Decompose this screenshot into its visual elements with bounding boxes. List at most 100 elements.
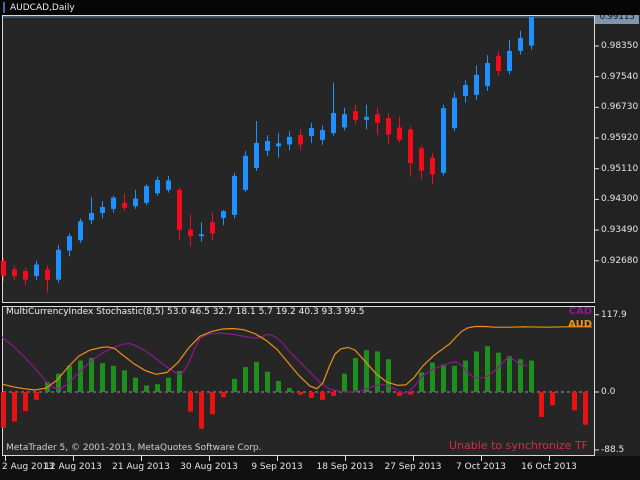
histogram-bar bbox=[177, 371, 182, 392]
candle-bearish bbox=[397, 127, 402, 140]
indicator-axis-label: -88.5 bbox=[601, 445, 625, 455]
candle-bullish bbox=[331, 113, 336, 134]
histogram-bar bbox=[496, 352, 501, 392]
time-axis-label: 16 Oct 2013 bbox=[521, 462, 577, 472]
time-axis-label: 30 Aug 2013 bbox=[180, 462, 238, 472]
candle-bearish bbox=[1, 260, 6, 276]
candle-bullish bbox=[56, 249, 61, 280]
candle-bullish bbox=[276, 143, 281, 147]
histogram-bar bbox=[122, 370, 127, 392]
candle-bearish bbox=[177, 189, 182, 230]
histogram-bar bbox=[221, 392, 226, 398]
histogram-bar bbox=[265, 371, 270, 392]
histogram-bar bbox=[572, 392, 577, 411]
legend-cad-label: CAD bbox=[568, 306, 592, 317]
candle-bullish bbox=[100, 206, 105, 214]
histogram-bar bbox=[507, 355, 512, 392]
candle-bearish bbox=[298, 134, 303, 145]
histogram-bar bbox=[199, 392, 204, 429]
price-axis-label: 0.98350 bbox=[601, 41, 639, 51]
histogram-bar bbox=[485, 346, 490, 392]
histogram-bar bbox=[34, 392, 39, 400]
chart-title-bar[interactable]: AUDCAD,Daily bbox=[0, 0, 640, 15]
histogram-bar bbox=[408, 392, 413, 395]
indicator-axis-label: 0.0 bbox=[601, 387, 616, 397]
candle-bullish bbox=[221, 211, 226, 218]
histogram-bar bbox=[67, 365, 72, 392]
price-axis-label: 0.97540 bbox=[601, 72, 639, 82]
histogram-bar bbox=[23, 392, 28, 411]
candle-bullish bbox=[254, 142, 259, 168]
histogram-bar bbox=[232, 378, 237, 392]
legend-aud-label: AUD bbox=[568, 319, 592, 330]
price-axis-label: 0.93490 bbox=[601, 225, 639, 235]
histogram-bar bbox=[276, 380, 281, 392]
indicator-line bbox=[1, 325, 592, 391]
histogram-bar bbox=[463, 360, 468, 392]
histogram-bar bbox=[111, 365, 116, 392]
candle-bearish bbox=[375, 114, 380, 123]
candle-bullish bbox=[232, 175, 237, 215]
window-accent-icon bbox=[3, 2, 5, 13]
candle-bullish bbox=[155, 180, 160, 194]
candle-bullish bbox=[452, 97, 457, 129]
candle-bearish bbox=[45, 269, 50, 280]
candle-bearish bbox=[419, 148, 424, 171]
price-axis-label: 0.94300 bbox=[601, 194, 639, 204]
histogram-bar bbox=[78, 360, 83, 392]
candle-bullish bbox=[199, 234, 204, 237]
time-axis-label: 7 Oct 2013 bbox=[456, 462, 506, 472]
histogram-bar bbox=[397, 392, 402, 396]
histogram-bar bbox=[287, 388, 292, 392]
time-axis-label: 21 Aug 2013 bbox=[112, 462, 170, 472]
candle-bullish bbox=[463, 84, 468, 96]
histogram-bar bbox=[210, 392, 215, 415]
histogram-bar bbox=[309, 392, 314, 398]
histogram-bar bbox=[254, 361, 259, 392]
histogram-bar bbox=[12, 392, 17, 422]
histogram-bar bbox=[320, 392, 325, 400]
histogram-bar bbox=[583, 392, 588, 425]
candle-bullish bbox=[89, 213, 94, 221]
indicator-title[interactable]: MultiCurrencyIndex Stochastic(8,5) 53.0 … bbox=[6, 307, 365, 317]
histogram-bar bbox=[539, 392, 544, 417]
candle-bearish bbox=[23, 270, 28, 280]
candle-bearish bbox=[188, 229, 193, 237]
histogram-bar bbox=[342, 373, 347, 392]
time-axis-label: 9 Sep 2013 bbox=[251, 462, 303, 472]
candle-bearish bbox=[122, 202, 127, 208]
candle-bullish bbox=[34, 264, 39, 276]
time-axis-label: 27 Sep 2013 bbox=[384, 462, 442, 472]
histogram-bar bbox=[243, 367, 248, 392]
indicator-axis-label: 117.9 bbox=[601, 310, 627, 320]
time-axis-label: 12 Aug 2013 bbox=[44, 462, 102, 472]
candle-bullish bbox=[67, 236, 72, 251]
candle-bearish bbox=[430, 157, 435, 175]
histogram-bar bbox=[100, 363, 105, 392]
histogram-bar bbox=[518, 359, 523, 392]
candle-bearish bbox=[12, 269, 17, 277]
indicator-line bbox=[1, 332, 528, 394]
histogram-bar bbox=[56, 373, 61, 392]
histogram-bar bbox=[386, 359, 391, 392]
candle-bullish bbox=[485, 63, 490, 87]
histogram-bar bbox=[474, 351, 479, 392]
time-axis-label: 18 Sep 2013 bbox=[316, 462, 374, 472]
candle-bearish bbox=[386, 117, 391, 135]
histogram-bar bbox=[529, 360, 534, 392]
histogram-bar bbox=[430, 362, 435, 392]
candle-bullish bbox=[287, 136, 292, 145]
histogram-bar bbox=[550, 392, 555, 406]
candle-bullish bbox=[320, 130, 325, 140]
histogram-bar bbox=[144, 385, 149, 392]
candle-bullish bbox=[309, 128, 314, 137]
histogram-bar bbox=[155, 384, 160, 392]
price-axis-label: 0.92680 bbox=[601, 256, 639, 266]
price-axis-label: 0.95920 bbox=[601, 133, 639, 143]
histogram-bar bbox=[166, 377, 171, 392]
chart-symbol-period: AUDCAD,Daily bbox=[10, 2, 75, 13]
histogram-bar bbox=[133, 377, 138, 392]
sync-warning-text: Unable to synchronize TF bbox=[449, 439, 588, 452]
